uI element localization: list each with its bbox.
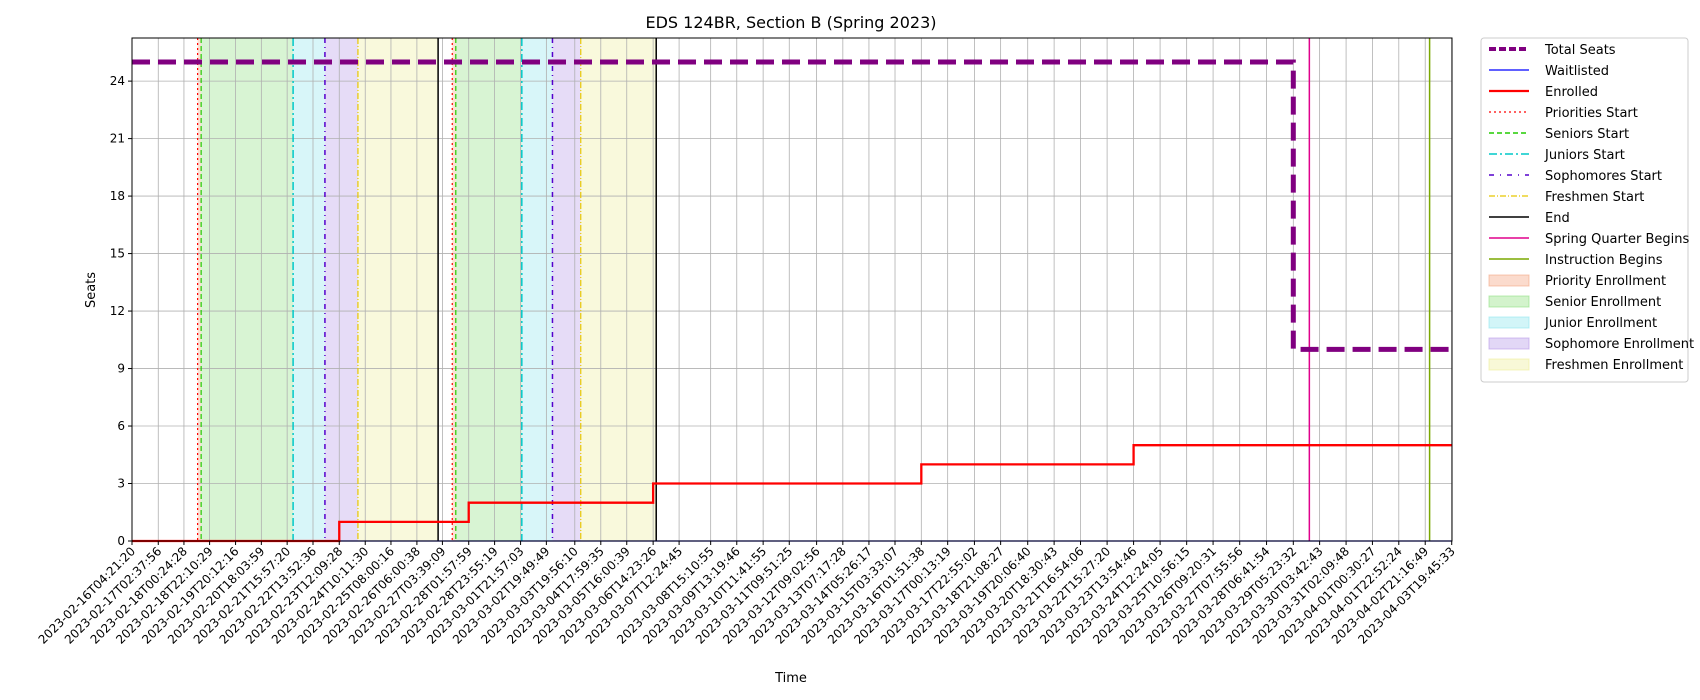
chart-title: EDS 124BR, Section B (Spring 2023): [646, 13, 937, 32]
freshmen-enrollment-region: [357, 38, 439, 541]
freshmen-enrollment-legend-label: Freshmen Enrollment: [1545, 358, 1683, 373]
junior-enrollment-legend-swatch: [1488, 316, 1530, 329]
junior-enrollment-region: [521, 38, 553, 541]
sophomore-enrollment-legend-label: Sophomore Enrollment: [1545, 337, 1694, 352]
end-legend-label: End: [1545, 211, 1570, 226]
total-seats-series: [132, 59, 1452, 352]
freshmen-enrollment-region: [580, 38, 657, 541]
seniors-start-legend-label: Seniors Start: [1545, 127, 1629, 142]
y-tick-label: 9: [117, 362, 125, 376]
freshmen-enrollment-legend-swatch: [1488, 358, 1530, 371]
y-tick-label: 15: [110, 247, 125, 261]
y-tick-label: 12: [110, 304, 125, 318]
juniors-start-legend-label: Juniors Start: [1544, 148, 1625, 163]
senior-enrollment-region: [201, 38, 294, 541]
priority-enrollment-legend-label: Priority Enrollment: [1545, 274, 1666, 289]
legend: Total Seats Waitlisted Enrolled Priorities …: [1480, 37, 1694, 383]
senior-enrollment-legend-swatch: [1488, 295, 1530, 308]
y-tick-label: 3: [117, 477, 125, 491]
freshmen-start-legend-label: Freshmen Start: [1545, 190, 1644, 205]
y-tick-label: 18: [110, 189, 125, 203]
plot-frame: [131, 37, 1453, 542]
sophomore-enrollment-region: [552, 38, 581, 541]
spring-quarter-begins-legend-label: Spring Quarter Begins: [1545, 232, 1689, 247]
plot-area: 036912151821242023-02-16T04:21:202023-02…: [36, 37, 1458, 647]
y-axis-label: Seats: [84, 272, 99, 308]
enrolled-legend-label: Enrolled: [1545, 85, 1598, 100]
total-seats-legend-label: Total Seats: [1544, 43, 1616, 58]
sophomore-enrollment-legend-swatch: [1488, 337, 1530, 350]
instruction-begins-legend-label: Instruction Begins: [1545, 253, 1663, 268]
enrolled-series: [132, 444, 1452, 543]
y-tick-label: 24: [110, 74, 125, 88]
priority-enrollment-region: [452, 38, 456, 541]
sophomore-enrollment-region: [324, 38, 358, 541]
junior-enrollment-legend-label: Junior Enrollment: [1544, 316, 1657, 331]
priorities-start-legend-label: Priorities Start: [1545, 106, 1638, 121]
y-tick-label: 6: [117, 419, 125, 433]
y-tick-label: 0: [117, 534, 125, 548]
senior-enrollment-legend-label: Senior Enrollment: [1545, 295, 1661, 310]
x-axis-label: Time: [774, 671, 807, 686]
priority-enrollment-region: [197, 38, 202, 541]
senior-enrollment-region: [455, 38, 522, 541]
sophomores-start-legend-label: Sophomores Start: [1545, 169, 1662, 184]
priority-enrollment-legend-swatch: [1488, 274, 1530, 287]
y-tick-label: 21: [110, 132, 125, 146]
waitlisted-legend-label: Waitlisted: [1545, 64, 1609, 79]
legend-box: [1480, 37, 1689, 383]
junior-enrollment-region: [293, 38, 325, 541]
